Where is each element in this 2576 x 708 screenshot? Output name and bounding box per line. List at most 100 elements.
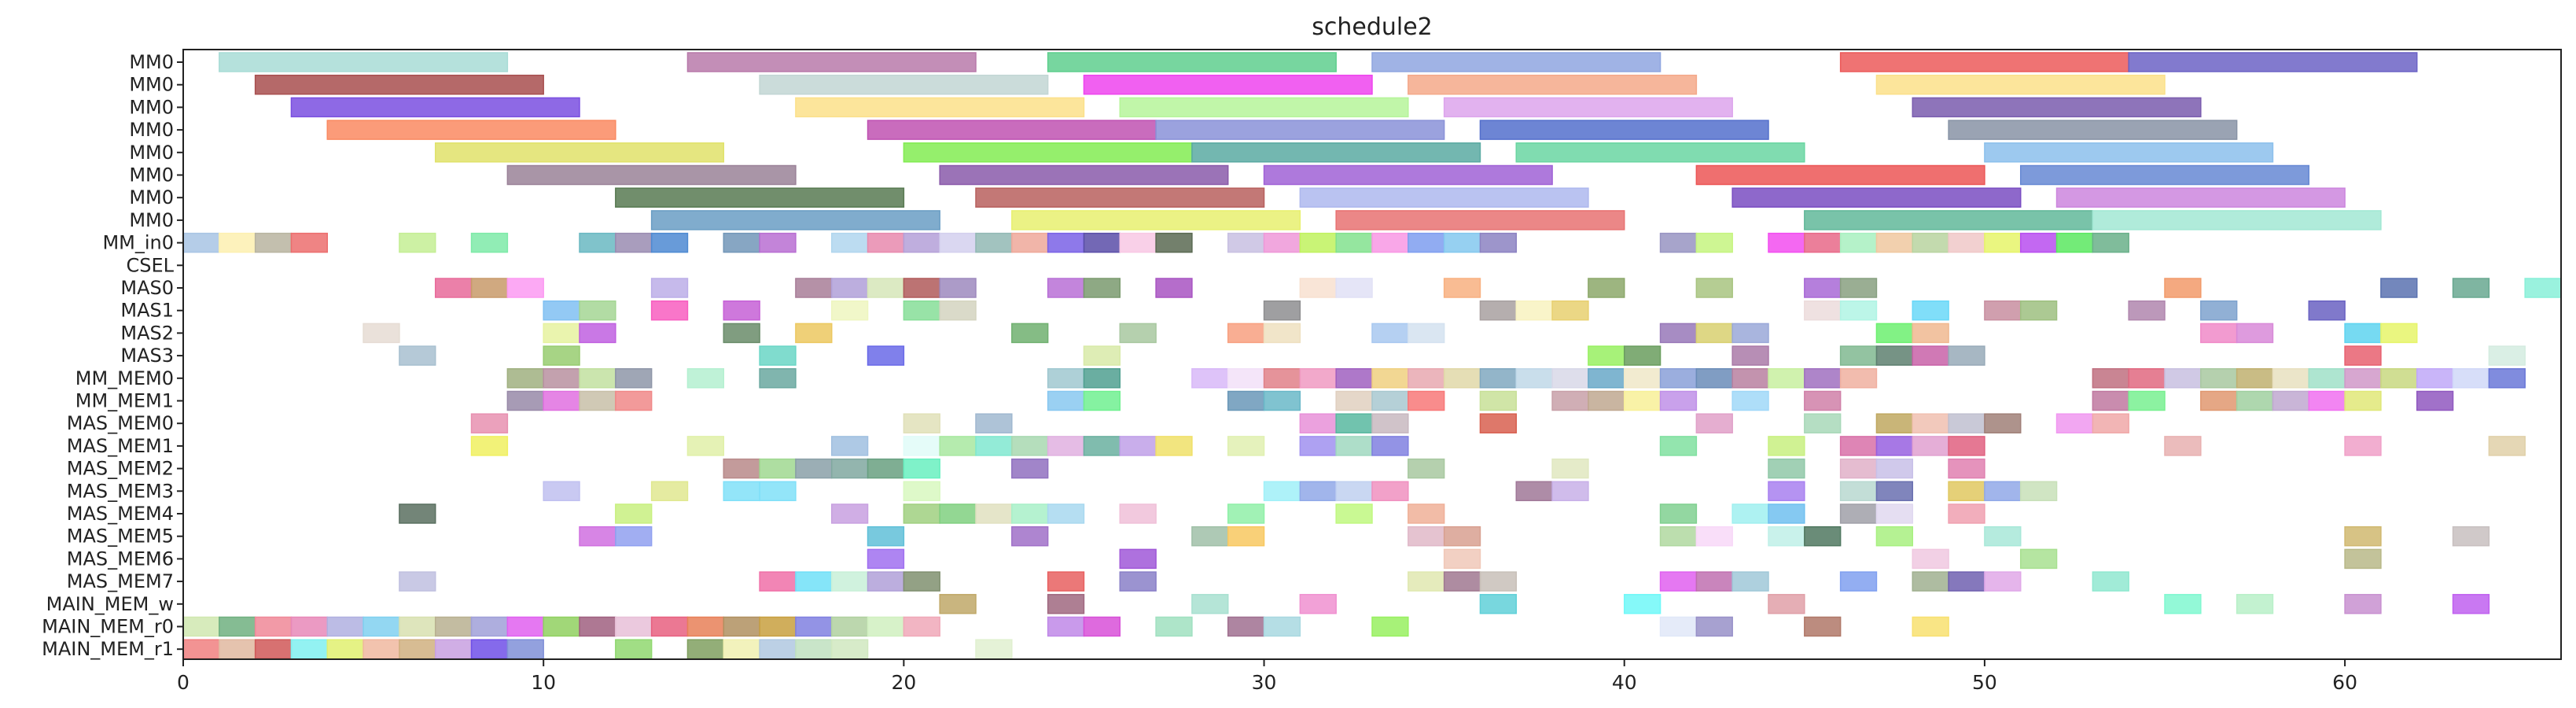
task-bar (326, 616, 364, 637)
task-bar (434, 142, 725, 163)
task-bar (903, 436, 940, 456)
task-bar (1912, 232, 1949, 253)
task-bar (1299, 232, 1337, 253)
task-bar (1731, 323, 1769, 344)
task-bar (1408, 232, 1445, 253)
task-bar (650, 616, 689, 637)
task-bar (1371, 481, 1409, 502)
task-bar (615, 232, 653, 253)
task-bar (1227, 525, 1265, 547)
task-bar (2128, 300, 2166, 321)
task-bar (867, 120, 1157, 140)
task-bar (1948, 345, 1985, 366)
task-bar (2019, 300, 2058, 321)
task-bar (2416, 368, 2454, 389)
task-bar (1371, 52, 1662, 72)
task-bar (1875, 413, 1914, 433)
task-bar (1119, 503, 1157, 524)
task-bar (1083, 390, 1121, 411)
task-bar (399, 571, 436, 592)
task-bar (1443, 232, 1481, 253)
task-bar (1695, 616, 1733, 637)
task-bar (2164, 278, 2202, 298)
task-bar (1839, 458, 1878, 479)
task-bar (1371, 368, 1409, 389)
task-bar (1948, 503, 1985, 524)
row-label: MAS_MEM1 (67, 435, 174, 457)
task-bar (1768, 594, 1805, 614)
task-bar (686, 639, 725, 659)
task-bar (1804, 210, 2094, 230)
task-bar (506, 368, 544, 389)
task-bar (723, 639, 760, 659)
task-bar (939, 300, 977, 321)
task-bar (1443, 525, 1481, 547)
task-bar (470, 413, 509, 433)
task-bar (903, 571, 940, 592)
task-bar (686, 616, 725, 637)
task-bar (182, 232, 220, 253)
task-bar (182, 616, 220, 637)
task-bar (1263, 323, 1301, 344)
task-bar (1984, 142, 2274, 163)
task-bar (1371, 232, 1409, 253)
task-bar (759, 368, 797, 389)
task-bar (1479, 571, 1518, 592)
task-bar (1011, 323, 1049, 344)
task-bar (1839, 232, 1878, 253)
row-label: MAIN_MEM_w (46, 593, 174, 615)
task-bar (362, 616, 400, 637)
task-bar (1659, 390, 1698, 411)
task-bar (1299, 413, 1337, 433)
task-bar (1011, 458, 1049, 479)
task-bar (399, 345, 436, 366)
task-bar (830, 458, 869, 479)
task-bar (1083, 345, 1121, 366)
task-bar (1659, 368, 1698, 389)
task-bar (1804, 390, 1842, 411)
task-bar (1839, 52, 2129, 72)
task-bar (1191, 142, 1481, 163)
task-bar (1479, 390, 1518, 411)
task-bar (615, 368, 653, 389)
task-bar (1912, 616, 1949, 637)
task-bar (867, 548, 905, 570)
task-bar (1912, 345, 1949, 366)
task-bar (1875, 345, 1914, 366)
task-bar (1912, 97, 2202, 118)
task-bar (1948, 481, 1985, 502)
row-labels: MM0MM0MM0MM0MM0MM0MM0MM0MM_in0CSELMAS0MA… (42, 51, 183, 660)
task-bar (290, 639, 329, 659)
task-bar (759, 345, 797, 366)
task-bar (1839, 481, 1878, 502)
task-bar (615, 616, 653, 637)
row-label: MM0 (129, 74, 174, 96)
task-bar (650, 278, 689, 298)
task-bar (1011, 210, 1301, 230)
task-bar (1083, 368, 1121, 389)
task-bar (1408, 323, 1445, 344)
task-bar (1227, 616, 1265, 637)
task-bar (1768, 368, 1805, 389)
task-bar (795, 458, 833, 479)
task-bar (2200, 390, 2238, 411)
task-bar (1948, 571, 1985, 592)
task-bar (2092, 413, 2129, 433)
task-bar (1083, 616, 1121, 637)
x-tick-label: 30 (1252, 671, 1277, 694)
row-label: MAS_MEM0 (67, 412, 174, 434)
task-bar (1408, 525, 1445, 547)
task-bar (1551, 481, 1589, 502)
task-bar (326, 639, 364, 659)
task-bar (975, 503, 1013, 524)
task-bar (2236, 323, 2274, 344)
task-bar (326, 120, 616, 140)
task-bar (543, 481, 580, 502)
task-bar (1011, 503, 1049, 524)
task-bar (506, 390, 544, 411)
task-bar (1155, 616, 1193, 637)
task-bar (2055, 232, 2094, 253)
task-bar (1047, 571, 1085, 592)
task-bar (1443, 97, 1733, 118)
task-bar (1119, 232, 1157, 253)
